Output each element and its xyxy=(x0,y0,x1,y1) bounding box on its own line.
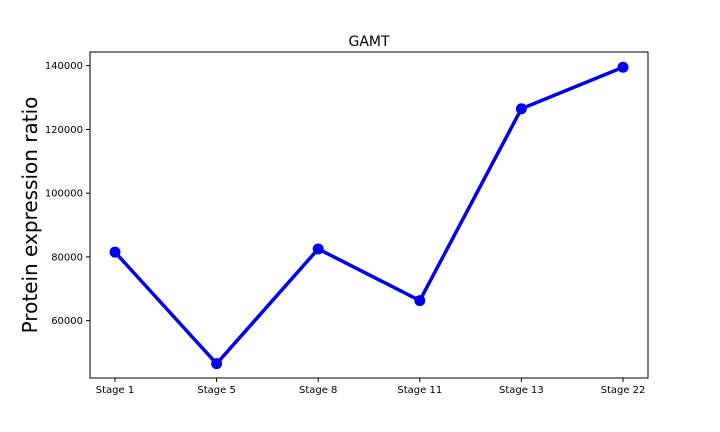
x-tick-label: Stage 13 xyxy=(499,385,544,396)
chart-title: GAMT xyxy=(348,34,390,50)
series-line xyxy=(113,65,625,366)
y-tick-label: 120000 xyxy=(45,125,83,136)
data-point xyxy=(617,61,629,73)
data-point xyxy=(312,243,324,255)
y-tick-label: 100000 xyxy=(45,189,83,200)
plot-area: 60000 80000 100000 120000 140000 Stage 1 Stage… xyxy=(45,51,649,396)
x-tick-label: Stage 1 xyxy=(96,385,134,396)
data-point xyxy=(109,246,121,258)
x-tick-label: Stage 22 xyxy=(601,385,646,396)
data-point xyxy=(414,295,426,307)
x-tick-label: Stage 8 xyxy=(299,385,337,396)
data-point xyxy=(515,103,527,115)
x-tick-label: Stage 11 xyxy=(397,385,442,396)
plot-frame xyxy=(89,51,649,379)
x-tick-label: Stage 5 xyxy=(197,385,235,396)
data-point xyxy=(211,358,223,370)
y-axis-label: Protein expression ratio xyxy=(18,97,42,334)
y-tick-label: 80000 xyxy=(51,252,83,263)
y-tick-label: 60000 xyxy=(51,316,83,327)
y-tick-label: 140000 xyxy=(45,61,83,72)
